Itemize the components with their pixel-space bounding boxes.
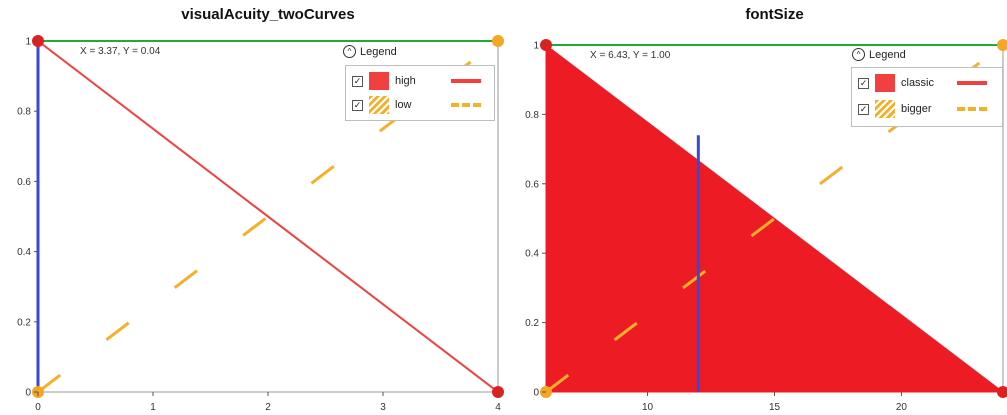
legend-label-bigger: bigger (901, 103, 932, 115)
chart-1-legend-item-low[interactable]: ✓ low (352, 95, 481, 115)
dashed-line-icon (451, 103, 481, 107)
chart-1-title: visualAcuity_twoCurves (181, 6, 355, 23)
chart-1-legend-title: Legend (360, 45, 397, 58)
chart-2-legend-title: Legend (869, 48, 906, 61)
checkbox-checked-icon[interactable]: ✓ (858, 77, 869, 89)
x-tick-label: 10 (642, 402, 654, 413)
data-point-classic-1 (997, 386, 1007, 398)
x-tick-label: 2 (265, 402, 271, 413)
x-tick-label: 3 (380, 402, 386, 413)
x-tick-label: 20 (896, 402, 908, 413)
chart-2-title: fontSize (745, 6, 804, 23)
dashed-line-icon (957, 107, 987, 111)
chevron-up-icon[interactable]: ^ (343, 45, 356, 58)
y-tick-label: 1 (25, 37, 31, 48)
data-point-low-1 (492, 35, 504, 47)
series-high-line (37, 40, 499, 393)
legend-label-classic: classic (901, 77, 935, 89)
chart-2-legend-item-classic[interactable]: ✓ classic (858, 73, 987, 93)
y-tick-label: 0.6 (17, 177, 31, 188)
solid-swatch-icon (369, 72, 389, 90)
legend-label-high: high (395, 75, 416, 87)
y-tick-label: 0.2 (17, 317, 31, 328)
x-tick-label: 15 (769, 402, 781, 413)
chart-1-coordinate-readout: X = 3.37, Y = 0.04 (80, 46, 161, 57)
x-tick-label: 1 (150, 402, 156, 413)
y-tick-label: 0.2 (525, 318, 539, 329)
hatched-swatch-icon (875, 100, 895, 118)
series-low-line (37, 39, 499, 394)
y-tick-label: 0 (25, 388, 31, 399)
chart-2-legend-header[interactable]: ^ Legend (849, 48, 909, 61)
chart-2-coordinate-readout: X = 6.43, Y = 1.00 (590, 50, 671, 61)
y-tick-label: 0.4 (525, 249, 539, 260)
data-point-bigger-1 (997, 39, 1007, 51)
y-tick-label: 0.6 (525, 179, 539, 190)
y-tick-label: 0 (533, 388, 539, 399)
checkbox-checked-icon[interactable]: ✓ (858, 103, 869, 115)
x-tick-label: 0 (35, 402, 41, 413)
y-tick-label: 0.4 (17, 247, 31, 258)
solid-line-icon (957, 81, 987, 85)
chart-2-legend: ✓ classic ✓ bigger (851, 67, 1003, 127)
hatched-swatch-icon (369, 96, 389, 114)
chart-1-legend-header[interactable]: ^ Legend (340, 45, 400, 58)
chart-1-legend-item-high[interactable]: ✓ high (352, 71, 481, 91)
x-tick-label: 4 (495, 402, 501, 413)
y-tick-label: 0.8 (17, 107, 31, 118)
series-bigger-line (545, 43, 1004, 394)
checkbox-checked-icon[interactable]: ✓ (352, 75, 363, 87)
chevron-up-icon[interactable]: ^ (852, 48, 865, 61)
y-tick-label: 0.8 (525, 110, 539, 121)
checkbox-checked-icon[interactable]: ✓ (352, 99, 363, 111)
chart-2-legend-item-bigger[interactable]: ✓ bigger (858, 99, 987, 119)
solid-swatch-icon (875, 74, 895, 92)
legend-label-low: low (395, 99, 412, 111)
solid-line-icon (451, 79, 481, 83)
chart-1-legend: ✓ high ✓ low (345, 65, 495, 121)
y-tick-label: 1 (533, 41, 539, 52)
